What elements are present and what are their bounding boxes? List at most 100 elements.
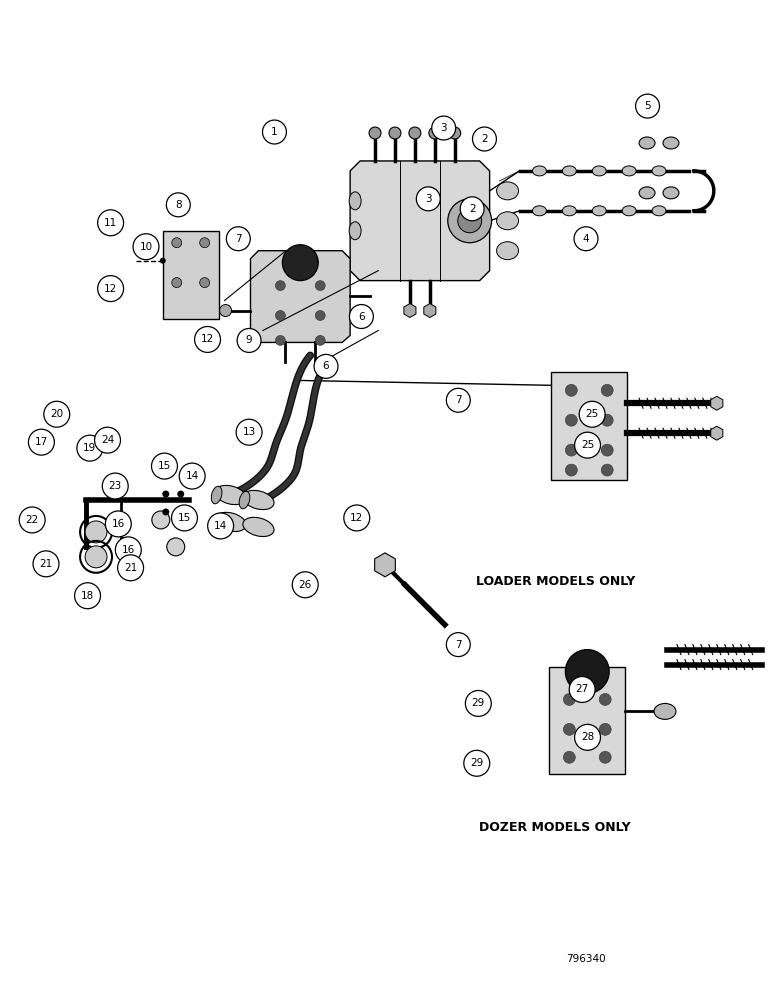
Text: 15: 15 bbox=[178, 513, 191, 523]
Ellipse shape bbox=[496, 212, 519, 230]
Circle shape bbox=[200, 238, 210, 248]
Text: 16: 16 bbox=[122, 545, 135, 555]
Circle shape bbox=[599, 693, 611, 705]
Text: 24: 24 bbox=[101, 435, 114, 445]
Circle shape bbox=[564, 723, 575, 735]
Text: 21: 21 bbox=[124, 563, 137, 573]
Polygon shape bbox=[250, 251, 350, 342]
Circle shape bbox=[350, 305, 374, 328]
Circle shape bbox=[409, 127, 421, 139]
Circle shape bbox=[432, 116, 455, 140]
Circle shape bbox=[33, 551, 59, 577]
Circle shape bbox=[314, 354, 338, 378]
Circle shape bbox=[601, 464, 613, 476]
Circle shape bbox=[178, 491, 185, 498]
Circle shape bbox=[565, 650, 609, 693]
Text: 14: 14 bbox=[214, 521, 227, 531]
Ellipse shape bbox=[652, 166, 666, 176]
Text: 21: 21 bbox=[39, 559, 52, 569]
Text: 19: 19 bbox=[83, 443, 96, 453]
Circle shape bbox=[152, 511, 170, 529]
Text: 26: 26 bbox=[299, 580, 312, 590]
Text: LOADER MODELS ONLY: LOADER MODELS ONLY bbox=[476, 575, 635, 588]
Text: 2: 2 bbox=[469, 204, 476, 214]
Circle shape bbox=[262, 120, 286, 144]
Text: 16: 16 bbox=[112, 519, 125, 529]
Circle shape bbox=[19, 507, 45, 533]
Circle shape bbox=[574, 227, 598, 251]
Circle shape bbox=[601, 384, 613, 396]
Circle shape bbox=[276, 335, 286, 345]
Circle shape bbox=[151, 453, 178, 479]
Circle shape bbox=[166, 193, 190, 217]
Circle shape bbox=[466, 690, 491, 716]
Text: 20: 20 bbox=[50, 409, 63, 419]
Circle shape bbox=[29, 429, 54, 455]
Ellipse shape bbox=[652, 206, 666, 216]
Circle shape bbox=[416, 187, 440, 211]
Circle shape bbox=[574, 432, 601, 458]
Circle shape bbox=[162, 491, 169, 498]
Circle shape bbox=[95, 427, 120, 453]
FancyBboxPatch shape bbox=[163, 231, 218, 319]
Text: 13: 13 bbox=[242, 427, 256, 437]
Circle shape bbox=[635, 94, 659, 118]
Text: 11: 11 bbox=[104, 218, 117, 228]
Circle shape bbox=[449, 127, 461, 139]
Circle shape bbox=[178, 508, 185, 515]
Ellipse shape bbox=[654, 703, 676, 719]
Ellipse shape bbox=[663, 187, 679, 199]
Text: 29: 29 bbox=[470, 758, 483, 768]
Ellipse shape bbox=[533, 166, 547, 176]
Circle shape bbox=[115, 537, 141, 563]
Circle shape bbox=[601, 414, 613, 426]
Text: 12: 12 bbox=[350, 513, 364, 523]
Text: 3: 3 bbox=[440, 123, 447, 133]
Circle shape bbox=[389, 127, 401, 139]
FancyBboxPatch shape bbox=[550, 667, 625, 774]
Ellipse shape bbox=[239, 491, 250, 509]
Ellipse shape bbox=[496, 182, 519, 200]
Circle shape bbox=[428, 127, 441, 139]
Text: 10: 10 bbox=[140, 242, 153, 252]
Circle shape bbox=[172, 278, 181, 288]
Text: 4: 4 bbox=[583, 234, 589, 244]
Circle shape bbox=[85, 546, 107, 568]
Circle shape bbox=[226, 227, 250, 251]
Circle shape bbox=[102, 473, 128, 499]
Circle shape bbox=[276, 311, 286, 320]
Text: 15: 15 bbox=[157, 461, 171, 471]
Text: 1: 1 bbox=[271, 127, 278, 137]
Text: 17: 17 bbox=[35, 437, 48, 447]
Circle shape bbox=[77, 435, 103, 461]
Circle shape bbox=[98, 276, 124, 302]
Text: 5: 5 bbox=[644, 101, 651, 111]
Ellipse shape bbox=[663, 137, 679, 149]
Circle shape bbox=[172, 238, 181, 248]
Circle shape bbox=[460, 197, 484, 221]
Ellipse shape bbox=[622, 206, 636, 216]
Circle shape bbox=[75, 583, 100, 609]
Ellipse shape bbox=[212, 486, 222, 504]
Text: 6: 6 bbox=[358, 312, 364, 322]
Ellipse shape bbox=[349, 192, 361, 210]
Ellipse shape bbox=[215, 512, 246, 532]
Circle shape bbox=[160, 258, 166, 264]
Circle shape bbox=[446, 388, 470, 412]
Circle shape bbox=[315, 335, 325, 345]
Text: 796340: 796340 bbox=[566, 954, 606, 964]
Text: 12: 12 bbox=[201, 334, 214, 344]
Text: 25: 25 bbox=[581, 440, 594, 450]
Ellipse shape bbox=[215, 485, 246, 505]
Ellipse shape bbox=[496, 242, 519, 260]
Circle shape bbox=[236, 419, 262, 445]
Circle shape bbox=[601, 444, 613, 456]
Circle shape bbox=[579, 401, 605, 427]
Circle shape bbox=[464, 750, 489, 776]
Ellipse shape bbox=[622, 166, 636, 176]
Circle shape bbox=[167, 538, 185, 556]
Text: 29: 29 bbox=[472, 698, 485, 708]
Circle shape bbox=[599, 723, 611, 735]
Text: 27: 27 bbox=[576, 684, 589, 694]
Circle shape bbox=[237, 328, 261, 352]
